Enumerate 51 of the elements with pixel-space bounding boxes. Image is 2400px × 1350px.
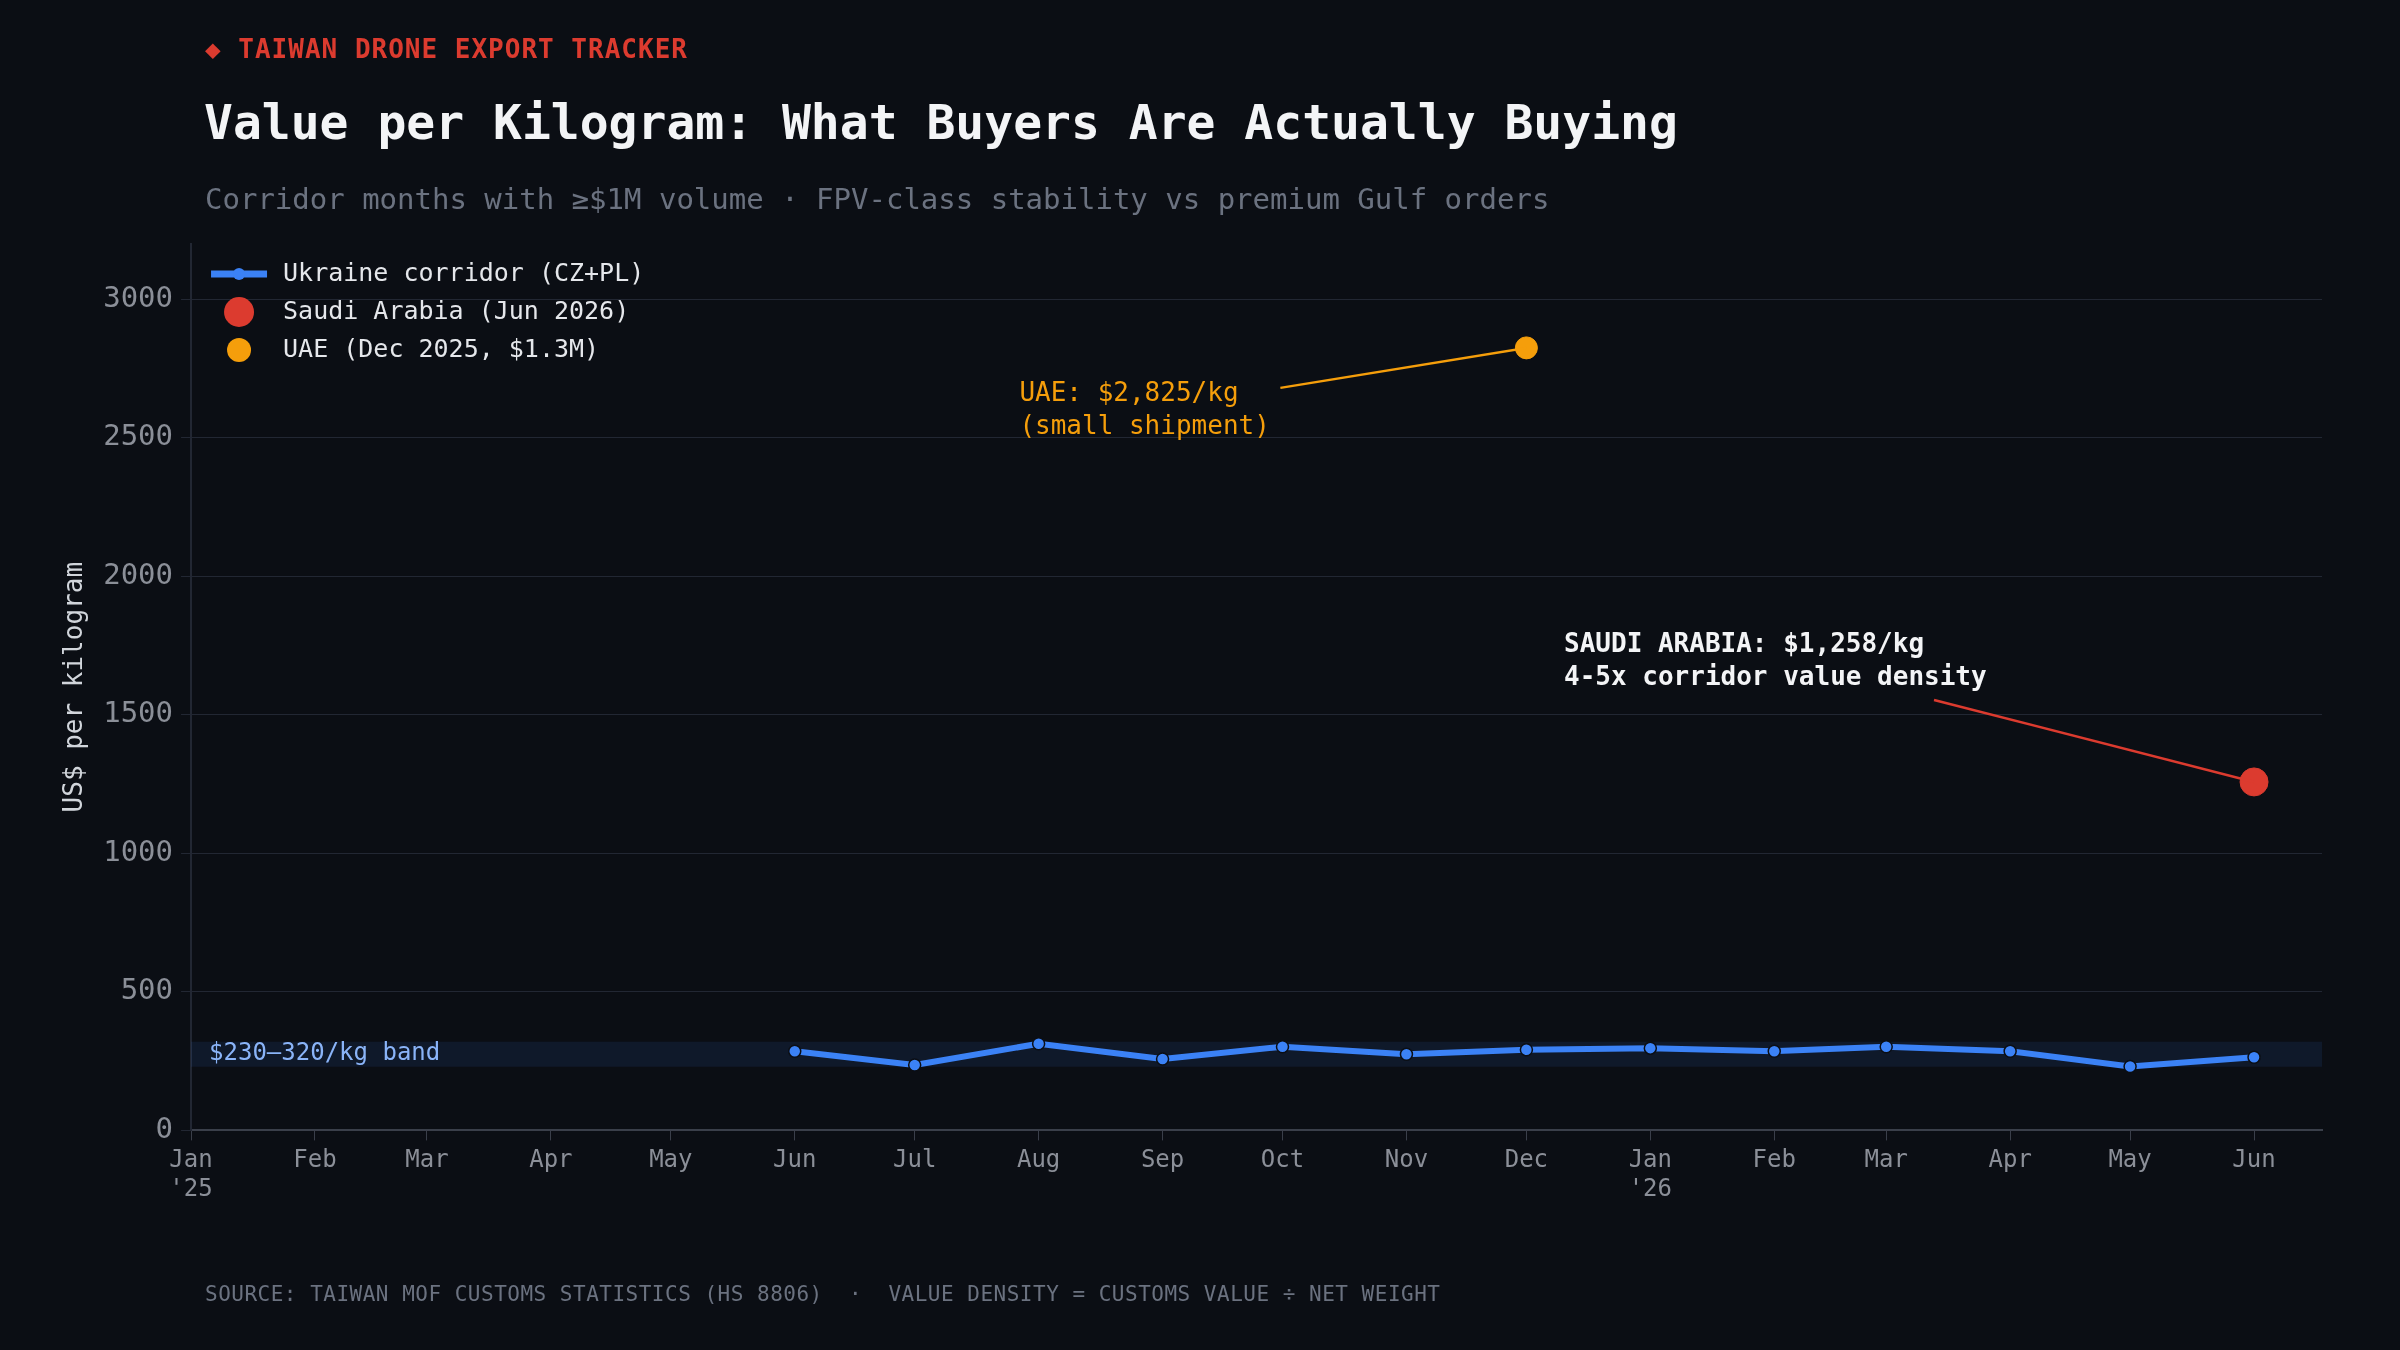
point [1643,1041,1658,1055]
x-tick-label: Jul [893,1145,937,1174]
x-tick-label: Mar [405,1145,449,1174]
y-tick-label: 1500 [103,695,174,730]
x-tick-label: Jun [773,1145,817,1174]
y-tick-label: 1000 [103,833,174,868]
point [1879,1040,1893,1054]
point [1275,1040,1290,1054]
point [1767,1044,1782,1058]
point [907,1058,922,1072]
x-tick-label: Sep [1140,1145,1185,1174]
x-tick-label: Apr [529,1145,573,1174]
point [1155,1052,1170,1066]
point [1031,1036,1046,1051]
text: ◆ TAIWAN DRONE EXPORT TRACKER [205,34,688,64]
annotation: SAUDI ARABIA: $1,258/kg 4-5x corridor value density [1564,627,1987,691]
point [787,1044,802,1058]
x-tick-label: Oct [1260,1145,1305,1174]
y-tick-label: 2000 [103,556,174,591]
x-tick-label: Feb [293,1145,337,1174]
point [2123,1059,2137,1074]
y-axis-title: US$ per kilogram [58,561,89,813]
x-tick-label: Feb [1752,1145,1796,1174]
x-tick-label: Apr [1988,1145,2032,1174]
x-tick-label: Jan '25 [169,1145,213,1202]
point [2003,1044,2017,1058]
point [1399,1047,1414,1061]
chart-subtitle: Corridor months with ≥$1M volume · FPV-class stability vs premium Gulf orders [205,182,1550,216]
y-tick-label: 0 [155,1110,174,1145]
x-tick-label: May [2108,1145,2152,1174]
annotation: UAE: $2,825/kg (small shipment) [1019,376,1270,440]
y-tick-label: 500 [120,972,174,1007]
point [2247,1050,2261,1065]
y-tick-label: 3000 [103,279,174,314]
legend-label: UAE (Dec 2025, $1.3M) [283,333,600,363]
legend-label: Ukraine corridor (CZ+PL) [283,257,645,287]
x-tick-label: Dec [1504,1145,1549,1174]
x-tick-label: Jan '26 [1628,1145,1673,1202]
source-note: SOURCE: TAIWAN MOF CUSTOMS STATISTICS (HS 8806) · VALUE DENSITY = CUSTOMS VALUE ÷ NET WEIGHT [205,1282,1441,1306]
y-tick-label: 2500 [103,418,174,453]
band-label: $230–320/kg band [209,1038,441,1067]
x-tick-label: Aug [1016,1145,1061,1174]
point [1519,1043,1534,1057]
legend-label: Saudi Arabia (Jun 2026) [283,295,630,325]
x-tick-label: May [649,1145,693,1174]
x-tick-label: Mar [1864,1145,1908,1174]
x-tick-label: Jun [2232,1145,2276,1174]
x-tick-label: Nov [1384,1145,1429,1174]
point [1514,336,1538,360]
point [2239,767,2269,797]
chart-title: Value per Kilogram: What Buyers Are Actually Buying [204,94,1678,150]
